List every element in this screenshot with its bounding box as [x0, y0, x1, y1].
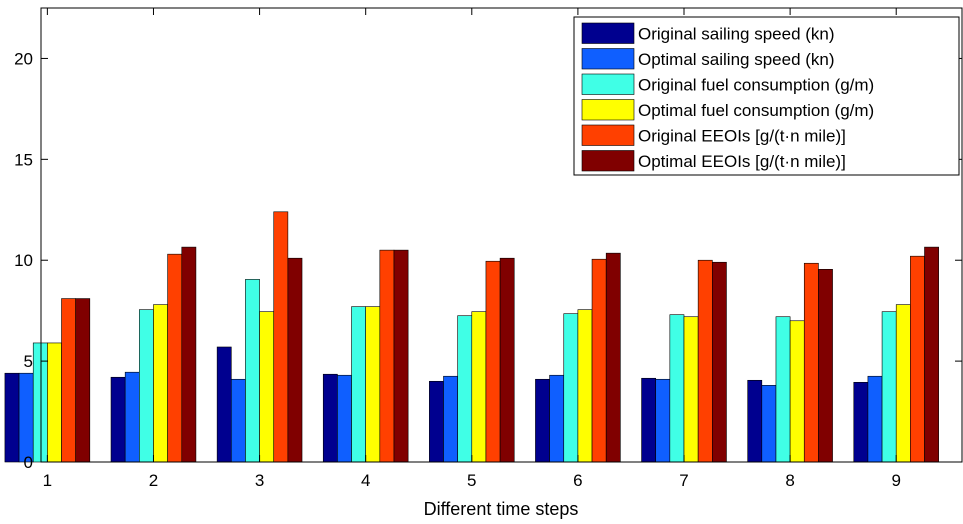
x-tick-label: 5: [467, 471, 476, 490]
bar-series-2-step-5: [443, 375, 458, 463]
x-tick-label: 4: [361, 471, 370, 490]
bar-series-6-step-8: [818, 268, 833, 463]
y-tick-label: 0: [24, 453, 33, 472]
x-tick-label: 2: [149, 471, 158, 490]
bar-series-6-step-9: [924, 246, 939, 463]
bar-series-6-step-6: [605, 252, 621, 463]
bar-series-6-step-7: [711, 261, 727, 463]
x-tick-label: 8: [785, 471, 794, 490]
x-tick-label: 1: [43, 471, 52, 490]
bar-series-3-step-7: [669, 314, 685, 463]
bar-series-5-step-3: [273, 211, 289, 463]
bar-series-4-step-7: [683, 316, 699, 463]
plot-frame: [40, 7, 963, 463]
legend-entry-label: Original fuel consumption (g/m): [638, 76, 874, 95]
bar-series-4-step-8: [789, 320, 805, 463]
bar-series-3-step-9: [881, 311, 897, 463]
x-tick-label: 6: [573, 471, 582, 490]
legend-entry-label: Original EEOIs [g/(t·n mile)]: [638, 127, 846, 146]
y-tick-label: 10: [14, 251, 33, 270]
bar-series-4-step-9: [895, 304, 911, 463]
bar-series-3-step-2: [139, 309, 154, 463]
bar-series-1-step-2: [110, 376, 126, 463]
bar-series-3-step-8: [775, 316, 791, 463]
legend-swatch: [581, 48, 635, 70]
x-axis: 1 2 3 4 5 6 7 8 9: [43, 8, 901, 490]
legend-entry-label: Optimal sailing speed (kn): [638, 50, 835, 69]
bar-series-1-step-8: [747, 379, 763, 463]
x-tick-label: 9: [891, 471, 900, 490]
bar-series-1-step-6: [535, 378, 550, 463]
x-axis-label: Different time steps: [424, 499, 579, 519]
y-tick-label: 5: [24, 352, 33, 371]
x-tick-label: 7: [679, 471, 688, 490]
legend-box: [573, 16, 960, 176]
bar-series-4-step-2: [153, 304, 168, 463]
bar-series-2-step-8: [761, 385, 777, 463]
bar-series-6-step-2: [181, 246, 197, 463]
bar-series-4-step-6: [577, 309, 593, 463]
legend: Original sailing speed (kn) Optimal saili…: [573, 16, 960, 176]
bar-series-4-step-1: [47, 342, 62, 463]
legend-entry-label: Original sailing speed (kn): [638, 25, 835, 44]
bar-series-6-step-5: [499, 257, 515, 463]
y-tick-label: 15: [14, 150, 33, 169]
bar-series-6-step-3: [287, 257, 303, 463]
bar-series-1-step-1: [4, 372, 20, 463]
bar-series-2-step-4: [337, 374, 352, 463]
legend-swatch: [581, 73, 635, 95]
bar-series-2-step-7: [655, 378, 671, 463]
legend-swatch: [581, 99, 635, 121]
bar-series-6-step-1: [75, 298, 91, 463]
bar-series-4-step-3: [259, 311, 275, 463]
bar-series-4-step-4: [365, 306, 381, 463]
bar-series-1-step-4: [322, 373, 338, 463]
bar-series-6-step-4: [393, 249, 409, 463]
bar-series-2-step-9: [867, 375, 883, 463]
bar-series-1-step-3: [216, 346, 232, 463]
bar-series-3-step-5: [457, 315, 473, 463]
bar-series-5-step-1: [61, 298, 76, 463]
bar-series-1-step-5: [429, 380, 444, 463]
y-axis: 0 5 10 15 20: [14, 49, 962, 472]
bar-series-5-step-5: [485, 260, 501, 463]
bar-series-3-step-4: [351, 306, 366, 463]
x-tick-label: 3: [255, 471, 264, 490]
legend-entry-label: Optimal fuel consumption (g/m): [638, 101, 874, 120]
legend-entry-label: Optimal EEOIs [g/(t·n mile)]: [638, 152, 846, 171]
bar-series-2-step-6: [549, 374, 565, 463]
bar-series-2-step-2: [124, 371, 140, 463]
bar-series-5-step-2: [167, 253, 183, 463]
bar-series-5-step-6: [591, 258, 607, 463]
bar-series-4-step-5: [471, 311, 487, 463]
bar-series-2-step-1: [18, 372, 34, 463]
legend-swatch: [581, 150, 635, 172]
bar-series-1-step-7: [641, 377, 657, 463]
bar-series-3-step-3: [245, 279, 260, 463]
bar-series-2-step-3: [230, 378, 246, 463]
bar-series-3-step-6: [563, 313, 579, 463]
bar-series-5-step-8: [803, 262, 819, 463]
bar-series-1-step-9: [853, 381, 869, 463]
legend-swatch: [581, 22, 635, 44]
y-tick-label: 20: [14, 49, 33, 68]
bar-series-5-step-7: [697, 259, 713, 463]
bar-series-5-step-4: [379, 249, 395, 463]
legend-swatch: [581, 124, 635, 146]
bar-series-5-step-9: [910, 255, 925, 463]
